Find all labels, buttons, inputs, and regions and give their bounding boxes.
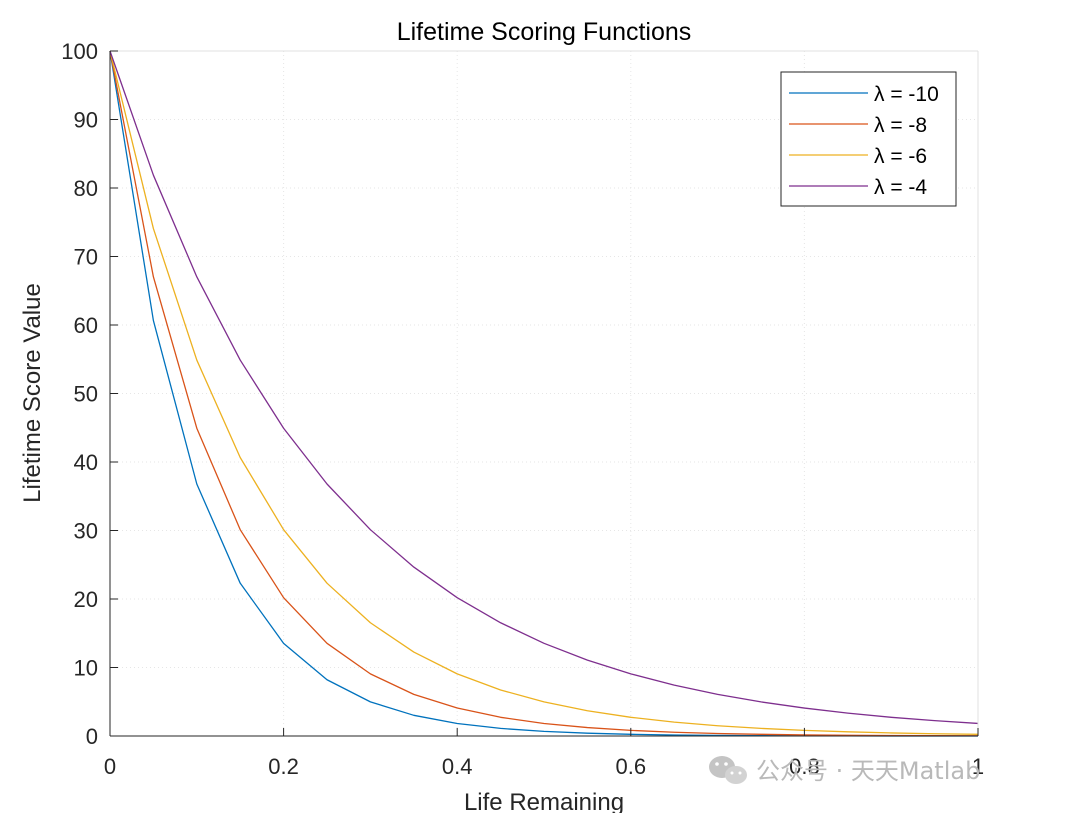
x-tick-label: 0.4: [442, 754, 473, 779]
y-tick-label: 20: [74, 587, 98, 612]
y-tick-label: 60: [74, 313, 98, 338]
x-tick-label: 0.8: [789, 754, 820, 779]
series-line-2: [109, 50, 979, 735]
y-axis-label: Lifetime Score Value: [19, 283, 46, 503]
x-tick-label: 0.6: [616, 754, 647, 779]
y-tick-label: 70: [74, 245, 98, 270]
y-tick-labels: 0 10 20 30 40 50 60 70 80 90 100: [61, 39, 98, 749]
axes: [109, 50, 979, 737]
x-tick-label: 0.2: [268, 754, 299, 779]
legend: λ = -10 λ = -8 λ = -6 λ = -4: [780, 71, 957, 207]
legend-entry: λ = -8: [874, 114, 927, 137]
y-tick-label: 30: [74, 519, 98, 544]
legend-entry: λ = -10: [874, 83, 939, 106]
y-tick-label: 10: [74, 656, 98, 681]
x-tick-label: 0: [104, 754, 116, 779]
legend-box: [780, 71, 957, 207]
series-line-1: [109, 50, 979, 737]
y-tick-label: 0: [86, 724, 98, 749]
legend-entry: λ = -6: [874, 145, 927, 168]
y-tick-label: 90: [74, 108, 98, 133]
x-tick-labels: 0 0.2 0.4 0.6 0.8 1: [104, 754, 984, 779]
y-tick-label: 40: [74, 450, 98, 475]
series-line-3: [109, 50, 979, 725]
y-tick-label: 50: [74, 382, 98, 407]
x-axis-label: Life Remaining: [464, 789, 624, 813]
watermark-text: 公众号 · 天天Matlab: [756, 757, 980, 785]
watermark: 公众号 · 天天Matlab: [709, 756, 980, 785]
series-layer: [109, 50, 979, 737]
y-tick-label: 80: [74, 176, 98, 201]
wechat-icon: [709, 756, 747, 784]
chart-title: Lifetime Scoring Functions: [397, 18, 692, 46]
x-tick-label: 1: [972, 754, 984, 779]
y-tick-label: 100: [61, 39, 98, 64]
legend-entry: λ = -4: [874, 176, 927, 199]
